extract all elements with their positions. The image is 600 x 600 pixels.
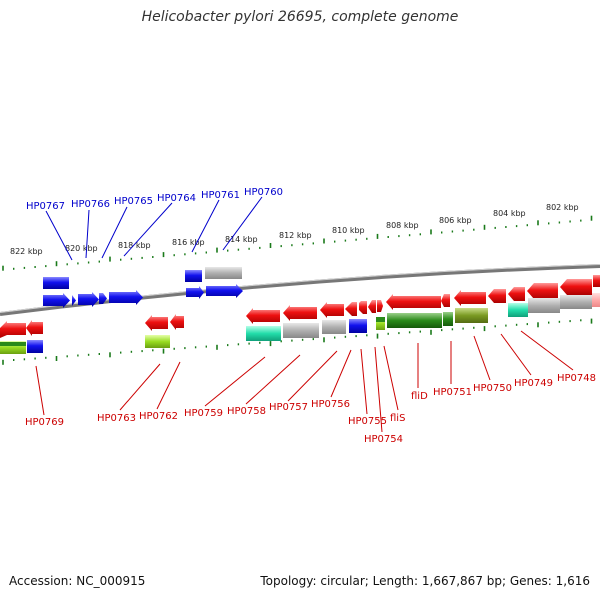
gene-label: HP0763	[97, 413, 136, 424]
gene-arrow	[527, 283, 558, 299]
gene-block	[349, 319, 367, 333]
gene-block	[205, 267, 242, 279]
gene-block	[376, 317, 385, 330]
gene-label: HP0761	[201, 190, 240, 201]
gene-arrow	[488, 289, 506, 303]
scale-label: 808 kbp	[386, 221, 419, 230]
gene-label: HP0759	[184, 408, 223, 419]
scale-label: 806 kbp	[439, 216, 472, 225]
gene-label: HP0751	[433, 387, 472, 398]
gene-label: HP0754	[364, 434, 403, 445]
gene-block	[27, 340, 43, 353]
gene-label: HP0757	[269, 402, 308, 413]
lower-scale-ticks	[2, 318, 593, 365]
gene-label: HP0762	[139, 411, 178, 422]
gene-arrow	[43, 293, 70, 308]
gene-block	[528, 298, 560, 313]
scale-label: 816 kbp	[172, 238, 205, 247]
scale-label: 812 kbp	[279, 231, 312, 240]
gene-arrow	[109, 290, 143, 305]
gene-arrow	[186, 286, 204, 299]
gene-label: HP0764	[157, 193, 196, 204]
gene-label: HP0756	[311, 399, 350, 410]
upper-gene-labels: HP0767 HP0766 HP0765 HP0764 HP0761 HP076…	[26, 187, 283, 212]
gene-arrow	[0, 321, 26, 338]
gene-block	[560, 295, 592, 309]
gene-label: HP0750	[473, 383, 512, 394]
gene-arrow	[368, 300, 376, 313]
gene-label: fliS	[390, 413, 405, 424]
gene-arrow	[441, 294, 450, 307]
upper-scale-ticks	[2, 215, 593, 271]
gene-arrow	[145, 315, 168, 331]
gene-block	[455, 308, 488, 323]
gene-block	[508, 303, 528, 317]
scale-label: 814 kbp	[225, 235, 258, 244]
gene-block	[593, 275, 600, 287]
gene-block	[322, 320, 346, 334]
scale-label: 822 kbp	[10, 247, 43, 256]
scale-label: 802 kbp	[546, 203, 579, 212]
lower-gene-labels: HP0769 HP0763 HP0762 HP0759 HP0758 HP075…	[25, 373, 596, 445]
gene-label: HP0765	[114, 196, 153, 207]
gene-arrow	[72, 295, 76, 306]
gene-label: HP0748	[557, 373, 596, 384]
reverse-genes	[0, 275, 600, 354]
gene-label: HP0749	[514, 378, 553, 389]
lower-leaders	[35, 330, 574, 433]
gene-arrow	[246, 308, 280, 324]
gene-arrow	[283, 305, 317, 321]
gene-label: HP0758	[227, 406, 266, 417]
gene-block	[185, 270, 202, 282]
gene-arrow	[26, 320, 43, 336]
gene-label: HP0769	[25, 417, 64, 428]
gene-label: HP0766	[71, 199, 110, 210]
gene-block	[43, 277, 69, 289]
gene-block	[283, 323, 319, 338]
gene-block	[246, 326, 281, 341]
scale-label: 804 kbp	[493, 209, 526, 218]
upper-leaders	[45, 196, 263, 261]
gene-arrow	[320, 302, 344, 318]
scale-label: 810 kbp	[332, 226, 365, 235]
gene-arrow	[345, 302, 357, 316]
gene-label: HP0755	[348, 416, 387, 427]
gene-block	[145, 335, 170, 348]
forward-genes	[43, 267, 243, 308]
scale-labels: 822 kbp 820 kbp 818 kbp 816 kbp 814 kbp …	[10, 203, 579, 256]
gene-arrow	[99, 293, 107, 304]
gene-arrow	[359, 301, 367, 314]
gene-block	[387, 313, 442, 328]
gene-label: HP0760	[244, 187, 283, 198]
gene-arrow	[78, 292, 99, 307]
gene-block	[592, 293, 600, 307]
gene-arrow	[560, 279, 592, 295]
scale-label: 818 kbp	[118, 241, 151, 250]
genome-stats: Topology: circular; Length: 1,667,867 bp…	[260, 574, 590, 588]
gene-arrow	[170, 314, 184, 330]
gene-block	[443, 312, 453, 326]
gene-arrow	[508, 287, 525, 301]
gene-arrow	[377, 300, 383, 312]
gene-arrow	[206, 284, 243, 298]
gene-arrow	[454, 290, 486, 306]
gene-label: HP0767	[26, 201, 65, 212]
accession-label: Accession: NC_000915	[9, 574, 146, 588]
gene-arrow	[386, 294, 441, 310]
gene-label: fliD	[411, 391, 428, 402]
scale-label: 820 kbp	[65, 244, 98, 253]
genome-title: Helicobacter pylori 26695, complete geno…	[141, 9, 459, 25]
